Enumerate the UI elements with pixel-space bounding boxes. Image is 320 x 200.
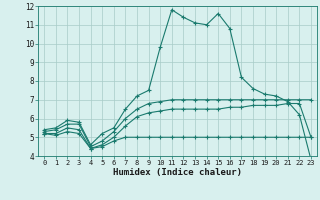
X-axis label: Humidex (Indice chaleur): Humidex (Indice chaleur)	[113, 168, 242, 177]
